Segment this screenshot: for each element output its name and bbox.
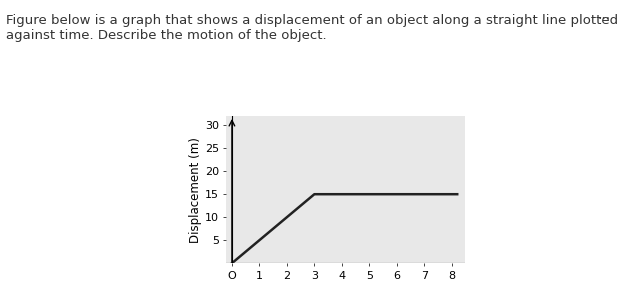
Text: Figure below is a graph that shows a displacement of an object along a straight : Figure below is a graph that shows a dis… [6, 14, 618, 42]
Text: ...: ... [597, 8, 610, 22]
Y-axis label: Displacement (m): Displacement (m) [189, 137, 202, 243]
